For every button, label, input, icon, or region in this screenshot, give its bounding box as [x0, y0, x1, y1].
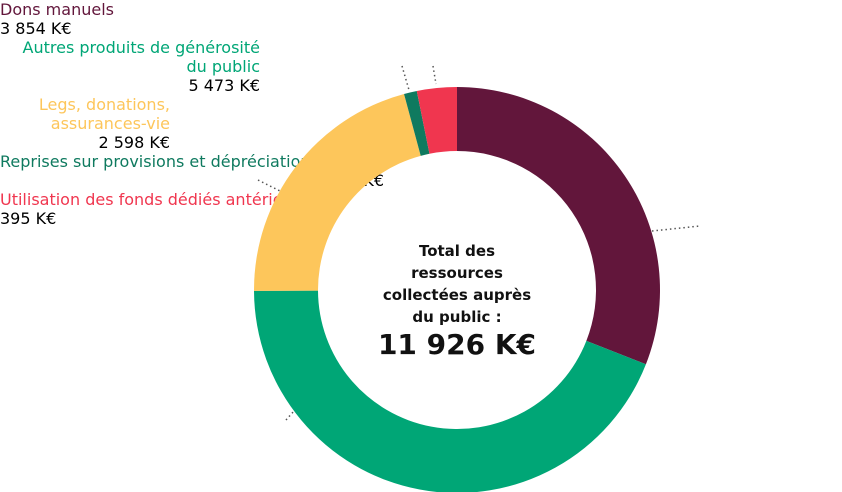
category-label: Autres produits de générosité du public	[22, 38, 260, 76]
category-label: Utilisation des fonds dédiés antérieurs	[0, 190, 308, 209]
slice-label: Dons manuels 3 854 K€	[0, 0, 140, 38]
donut-slice	[416, 87, 457, 154]
category-label: Legs, donations, assurances-vie	[38, 95, 170, 133]
value-label: 2 598 K€	[98, 133, 170, 152]
leader-line	[432, 65, 437, 85]
category-label: Dons manuels	[0, 0, 114, 19]
donut-slice	[457, 87, 660, 365]
value-label: 3 854 K€	[0, 19, 72, 38]
center-value: 11 926 K€	[377, 328, 537, 361]
leader-line	[257, 179, 283, 193]
leader-line	[401, 65, 410, 91]
value-label: 5 473 K€	[188, 76, 260, 95]
category-label: Reprises sur provisions et dépréciations	[0, 152, 319, 171]
donut-slice	[254, 290, 646, 492]
slice-label: Utilisation des fonds dédiés antérieurs 3…	[0, 190, 400, 228]
center-title: Total des ressources collectées auprès d…	[382, 242, 532, 326]
leader-line	[651, 225, 701, 232]
value-label: 395 K€	[0, 209, 57, 228]
slice-label: Legs, donations, assurances-vie 2 598 K€	[0, 95, 170, 152]
donut-slice	[253, 94, 421, 291]
slice-label: Autres produits de générosité du public 5…	[0, 38, 260, 95]
donut-slice	[404, 91, 430, 156]
